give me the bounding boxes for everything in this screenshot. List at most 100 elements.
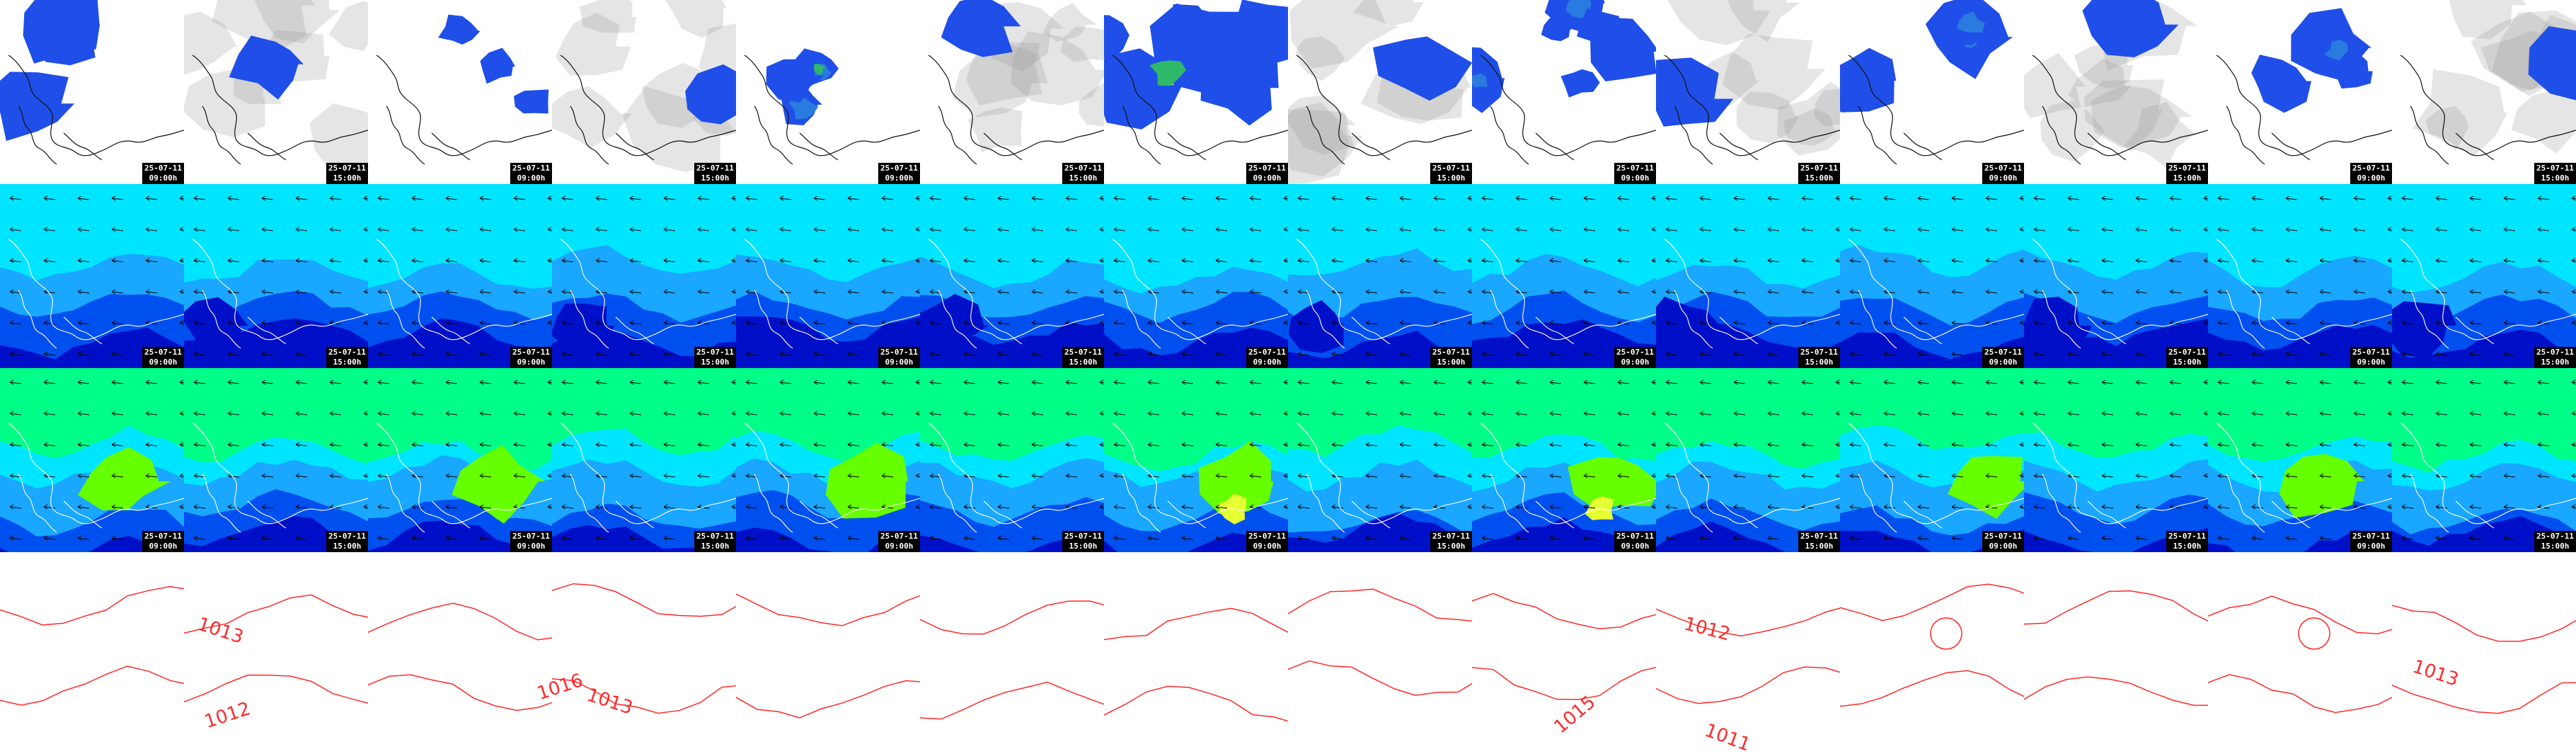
valid-date: 25-07-11 [1800, 164, 1838, 173]
valid-hour: 09:00h [517, 173, 546, 183]
valid-date: 25-07-11 [1064, 532, 1102, 541]
valid-time-label: 25-07-11 09:00h [510, 163, 552, 184]
valid-time-label: 25-07-11 15:00h [326, 347, 368, 368]
precipitation-cloud-row-panel-12: 25-07-11 15:00h [2024, 0, 2208, 184]
valid-date: 25-07-11 [2352, 164, 2390, 173]
wind-speed-row-1-panel-13: 25-07-11 09:00h [2208, 184, 2392, 368]
valid-time-label: 25-07-11 15:00h [1430, 531, 1472, 552]
wind-speed-row-2-panel-10: 25-07-11 15:00h [1656, 368, 1840, 552]
valid-date: 25-07-11 [2536, 348, 2574, 357]
valid-time-label: 25-07-11 15:00h [694, 163, 736, 184]
valid-hour: 09:00h [885, 173, 914, 183]
valid-date: 25-07-11 [144, 532, 182, 541]
valid-hour: 15:00h [333, 173, 362, 183]
wind-speed-row-1-panel-14: 25-07-11 15:00h [2392, 184, 2576, 368]
wind-speed-row-2-panel-4: 25-07-11 15:00h [552, 368, 736, 552]
valid-time-label: 25-07-11 15:00h [2534, 347, 2576, 368]
precipitation-cloud-row-panel-4: 25-07-11 15:00h [552, 0, 736, 184]
valid-time-label: 25-07-11 09:00h [1614, 347, 1656, 368]
valid-hour: 15:00h [1437, 542, 1466, 551]
precipitation-cloud-row-panel-8: 25-07-11 15:00h [1288, 0, 1472, 184]
valid-time-label: 25-07-11 09:00h [878, 347, 920, 368]
valid-date: 25-07-11 [2168, 532, 2206, 541]
valid-hour: 09:00h [517, 357, 546, 367]
pressure-isobar-row-panel-11 [1840, 552, 2024, 736]
valid-time-label: 25-07-11 15:00h [694, 347, 736, 368]
valid-hour: 09:00h [1989, 542, 2018, 551]
valid-date: 25-07-11 [1616, 348, 1654, 357]
valid-date: 25-07-11 [1616, 164, 1654, 173]
valid-hour: 09:00h [2357, 542, 2386, 551]
valid-time-label: 25-07-11 09:00h [1982, 531, 2024, 552]
valid-hour: 15:00h [333, 542, 362, 551]
precipitation-cloud-row-panel-6: 25-07-11 15:00h [920, 0, 1104, 184]
valid-time-label: 25-07-11 09:00h [1982, 347, 2024, 368]
valid-hour: 09:00h [149, 542, 178, 551]
valid-time-label: 25-07-11 15:00h [1430, 163, 1472, 184]
wind-speed-row-1-panel-7: 25-07-11 09:00h [1104, 184, 1288, 368]
valid-time-label: 25-07-11 15:00h [2166, 531, 2208, 552]
valid-hour: 09:00h [149, 357, 178, 367]
valid-date: 25-07-11 [1248, 164, 1286, 173]
valid-hour: 09:00h [1621, 357, 1650, 367]
valid-time-label: 25-07-11 15:00h [1062, 347, 1104, 368]
valid-hour: 15:00h [1805, 173, 1834, 183]
pressure-isobar-row-panel-12 [2024, 552, 2208, 736]
valid-date: 25-07-11 [1984, 348, 2022, 357]
valid-date: 25-07-11 [512, 532, 550, 541]
valid-time-label: 25-07-11 15:00h [2534, 163, 2576, 184]
valid-date: 25-07-11 [1248, 532, 1286, 541]
valid-hour: 15:00h [1437, 357, 1466, 367]
valid-time-label: 25-07-11 09:00h [1246, 531, 1288, 552]
wind-speed-row-2-panel-2: 25-07-11 15:00h [184, 368, 368, 552]
valid-hour: 15:00h [1805, 542, 1834, 551]
valid-date: 25-07-11 [2352, 348, 2390, 357]
precipitation-cloud-row-panel-3: 25-07-11 09:00h [368, 0, 552, 184]
valid-date: 25-07-11 [1984, 164, 2022, 173]
pressure-isobar-row-panel-9 [1472, 552, 1656, 736]
valid-time-label: 25-07-11 09:00h [1614, 531, 1656, 552]
valid-time-label: 25-07-11 09:00h [2350, 531, 2392, 552]
pressure-isobar-row-panel-8 [1288, 552, 1472, 736]
valid-date: 25-07-11 [880, 164, 918, 173]
pressure-isobar-row-panel-10 [1656, 552, 1840, 736]
valid-hour: 15:00h [701, 173, 730, 183]
precipitation-cloud-row-panel-2: 25-07-11 15:00h [184, 0, 368, 184]
precipitation-cloud-row-panel-13: 25-07-11 09:00h [2208, 0, 2392, 184]
valid-time-label: 25-07-11 15:00h [1430, 347, 1472, 368]
valid-time-label: 25-07-11 09:00h [878, 163, 920, 184]
wind-speed-row-1-panel-9: 25-07-11 09:00h [1472, 184, 1656, 368]
pressure-isobar-row-panel-1 [0, 552, 184, 736]
valid-date: 25-07-11 [1064, 164, 1102, 173]
valid-date: 25-07-11 [1984, 532, 2022, 541]
valid-time-label: 25-07-11 09:00h [1246, 163, 1288, 184]
valid-hour: 09:00h [1253, 357, 1282, 367]
valid-date: 25-07-11 [144, 348, 182, 357]
precipitation-cloud-row-panel-1: 25-07-11 09:00h [0, 0, 184, 184]
valid-date: 25-07-11 [1616, 532, 1654, 541]
pressure-isobar-row-panel-6 [920, 552, 1104, 736]
valid-hour: 15:00h [701, 542, 730, 551]
valid-date: 25-07-11 [2168, 348, 2206, 357]
valid-time-label: 25-07-11 15:00h [1062, 531, 1104, 552]
wind-speed-row-1-panel-11: 25-07-11 09:00h [1840, 184, 2024, 368]
valid-time-label: 25-07-11 09:00h [510, 531, 552, 552]
valid-time-label: 25-07-11 15:00h [1798, 347, 1840, 368]
wind-speed-row-2-panel-13: 25-07-11 09:00h [2208, 368, 2392, 552]
valid-date: 25-07-11 [512, 164, 550, 173]
valid-time-label: 25-07-11 15:00h [1062, 163, 1104, 184]
wind-speed-row-1-panel-2: 25-07-11 15:00h [184, 184, 368, 368]
valid-hour: 09:00h [1621, 542, 1650, 551]
valid-date: 25-07-11 [328, 532, 366, 541]
valid-date: 25-07-11 [1432, 532, 1470, 541]
valid-time-label: 25-07-11 09:00h [1614, 163, 1656, 184]
valid-date: 25-07-11 [1248, 348, 1286, 357]
valid-time-label: 25-07-11 15:00h [2166, 347, 2208, 368]
pressure-isobar-row-panel-5 [736, 552, 920, 736]
valid-date: 25-07-11 [2352, 532, 2390, 541]
wind-speed-row-2-panel-7: 25-07-11 09:00h [1104, 368, 1288, 552]
valid-time-label: 25-07-11 09:00h [2350, 347, 2392, 368]
valid-hour: 15:00h [2541, 357, 2570, 367]
valid-date: 25-07-11 [328, 164, 366, 173]
